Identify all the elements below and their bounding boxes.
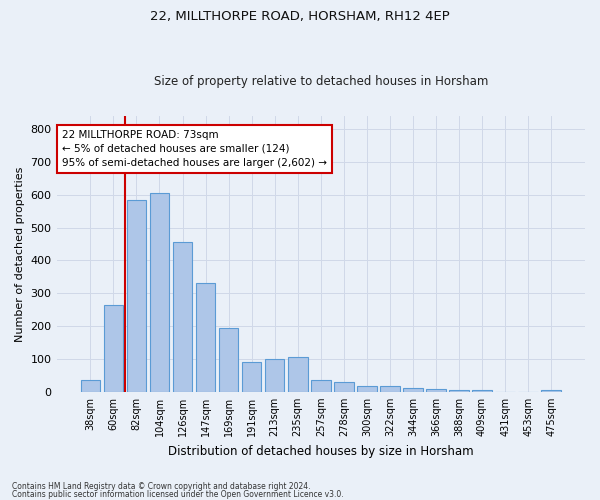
Bar [311,380,331,392]
Bar [472,390,492,392]
Bar [242,362,262,392]
Bar [127,200,146,392]
Bar [541,390,561,392]
Text: 22 MILLTHORPE ROAD: 73sqm
← 5% of detached houses are smaller (124)
95% of semi-: 22 MILLTHORPE ROAD: 73sqm ← 5% of detach… [62,130,327,168]
Y-axis label: Number of detached properties: Number of detached properties [15,166,25,342]
Bar [426,388,446,392]
Bar [449,390,469,392]
Bar [149,193,169,392]
Bar [403,388,423,392]
Bar [334,382,353,392]
Bar [173,242,193,392]
Text: 22, MILLTHORPE ROAD, HORSHAM, RH12 4EP: 22, MILLTHORPE ROAD, HORSHAM, RH12 4EP [150,10,450,23]
Bar [80,380,100,392]
Text: Contains HM Land Registry data © Crown copyright and database right 2024.: Contains HM Land Registry data © Crown c… [12,482,311,491]
Bar [265,359,284,392]
Bar [219,328,238,392]
Bar [357,386,377,392]
Bar [196,284,215,392]
Bar [104,305,123,392]
X-axis label: Distribution of detached houses by size in Horsham: Distribution of detached houses by size … [168,444,473,458]
Bar [288,358,308,392]
Bar [380,386,400,392]
Title: Size of property relative to detached houses in Horsham: Size of property relative to detached ho… [154,76,488,88]
Text: Contains public sector information licensed under the Open Government Licence v3: Contains public sector information licen… [12,490,344,499]
